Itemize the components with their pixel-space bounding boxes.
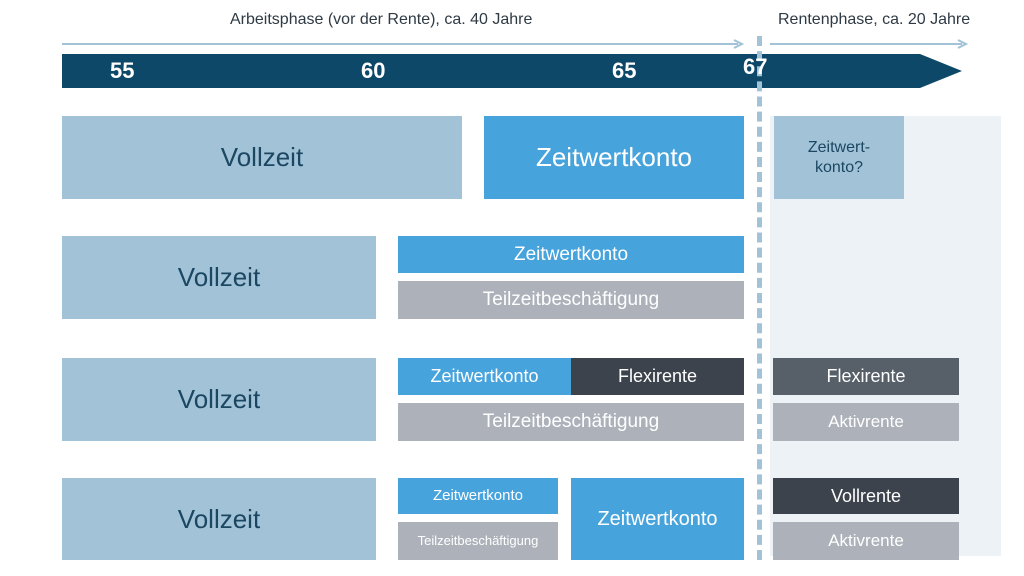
row3-retirement-aktivrente-block: Aktivrente [773, 403, 959, 441]
row3-teilzeit-block: Teilzeitbeschäftigung [398, 403, 744, 441]
row3-retirement-flexirente-block: Flexirente [773, 358, 959, 395]
work-phase-arrow-head [733, 39, 745, 49]
row4-zeitwertkonto-small-block: Zeitwertkonto [398, 478, 558, 514]
row2-zeitwertkonto-block: Zeitwertkonto [398, 236, 744, 273]
retirement-phase-label: Rentenphase, ca. 20 Jahre [778, 11, 971, 28]
row4-zeitwertkonto-block: Zeitwertkonto [571, 478, 744, 560]
row3-flexirente-block: Flexirente [571, 358, 744, 395]
row1-retirement-line1: Zeitwert- [807, 138, 871, 156]
row4-vollzeit-block: Vollzeit [62, 478, 376, 560]
row4-retirement-vollrente-block: Vollrente [773, 478, 959, 514]
retirement-divider [757, 36, 762, 560]
age-67: 67 [743, 54, 768, 79]
age-55: 55 [110, 58, 135, 83]
row4-teilzeit-block: Teilzeitbeschäftigung [398, 522, 558, 560]
phase-arrows [62, 39, 969, 49]
row1-retirement-zeitwertkonto-block: Zeitwert- konto? [774, 116, 904, 199]
work-phase-label: Arbeitsphase (vor der Rente), ca. 40 Jah… [230, 11, 533, 28]
row2-teilzeit-block: Teilzeitbeschäftigung [398, 281, 744, 319]
row4-retirement-aktivrente-block: Aktivrente [773, 522, 959, 560]
row1-zeitwertkonto-block: Zeitwertkonto [484, 116, 744, 199]
row2-vollzeit-block: Vollzeit [62, 236, 376, 319]
retirement-phase-arrow-head [957, 39, 969, 49]
row3-zeitwertkonto-block: Zeitwertkonto [398, 358, 571, 395]
age-60: 60 [361, 58, 386, 83]
age-65: 65 [612, 58, 637, 83]
row1-retirement-line2: konto? [814, 158, 864, 176]
row3-vollzeit-block: Vollzeit [62, 358, 376, 441]
row1-vollzeit-block: Vollzeit [62, 116, 462, 199]
timeline-bar [62, 54, 962, 88]
